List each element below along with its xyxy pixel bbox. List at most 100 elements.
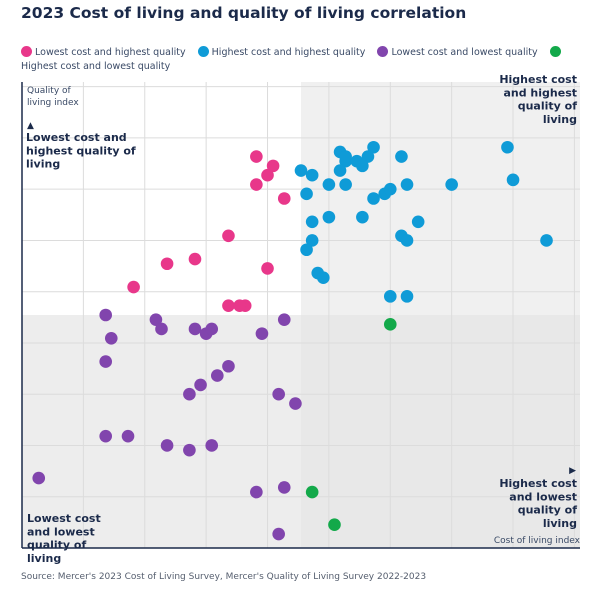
data-point-series-3 (289, 397, 302, 410)
up-arrow-icon: ▲ (27, 121, 34, 131)
data-point-series-0 (222, 299, 235, 312)
quadrant-top-left (22, 82, 301, 315)
data-point-series-1 (322, 210, 336, 224)
data-point-series-0 (261, 168, 274, 182)
data-point-series-0 (250, 150, 263, 163)
data-point-series-1 (339, 178, 352, 191)
quadrant-label-bottom-right: Highest cost and lowest quality of living (499, 477, 577, 530)
data-point-series-1 (383, 182, 397, 196)
x-axis-title: Cost of living index (494, 536, 581, 546)
data-point-series-0 (188, 252, 202, 266)
data-point-series-0 (222, 229, 235, 243)
data-point-series-3 (272, 527, 285, 541)
legend-item-lowest-cost-lowest-quality[interactable]: Lowest cost and lowest quality (377, 46, 549, 58)
data-point-series-3 (194, 378, 207, 392)
y-axis-title: Quality of living index (27, 86, 79, 108)
legend-swatch (549, 46, 561, 57)
data-point-series-1 (367, 140, 380, 154)
data-point-series-2 (383, 318, 397, 331)
data-point-series-2 (328, 518, 341, 531)
data-point-series-1 (333, 164, 347, 177)
data-point-series-3 (32, 471, 46, 485)
legend-label: Lowest cost and lowest quality (391, 47, 538, 58)
quadrant-labels: Quality of living index Cost of living ind… (26, 73, 581, 565)
data-point-series-3 (160, 439, 174, 452)
data-point-series-3 (188, 322, 202, 336)
data-point-series-0 (250, 178, 263, 191)
source-note: Source: Mercer's 2023 Cost of Living Sur… (21, 572, 427, 582)
data-point-series-3 (205, 322, 219, 336)
legend-item-lowest-cost-highest-quality[interactable]: Lowest cost and highest quality (21, 46, 198, 58)
data-point-series-1 (294, 164, 308, 177)
data-point-series-3 (255, 327, 269, 340)
data-point-series-1 (305, 215, 319, 229)
quadrant-top-right (301, 82, 580, 315)
legend-swatch (377, 46, 389, 57)
chart-legend: Lowest cost and highest quality Highest … (21, 46, 581, 74)
data-point-series-1 (411, 215, 425, 229)
quadrant-label-top-left: Lowest cost and highest quality of living (26, 131, 136, 171)
data-point-series-0 (127, 280, 140, 294)
data-point-series-1 (367, 192, 380, 205)
data-point-series-1 (305, 168, 319, 182)
data-point-series-2 (305, 485, 319, 499)
data-point-series-1 (395, 150, 408, 163)
legend-item-highest-cost-highest-quality[interactable]: Highest cost and highest quality (197, 46, 378, 58)
data-point-series-3 (183, 387, 196, 401)
data-point-series-1 (305, 234, 319, 247)
data-point-series-3 (99, 355, 112, 368)
quadrant-bottom-right (301, 315, 580, 548)
chart-title: 2023 Cost of living and quality of livin… (21, 4, 467, 22)
legend-label: Highest cost and highest quality (211, 47, 366, 58)
data-point-series-3 (272, 387, 285, 401)
data-point-series-1 (361, 150, 375, 163)
legend-swatch (197, 46, 209, 57)
data-point-series-3 (99, 308, 112, 322)
data-point-series-3 (183, 443, 196, 457)
legend-label: Lowest cost and highest quality (35, 47, 186, 58)
legend-swatch (21, 46, 32, 57)
quadrant-bottom-left (22, 315, 301, 548)
data-point-series-3 (205, 439, 219, 452)
right-arrow-icon: ▶ (569, 466, 576, 476)
data-point-series-3 (277, 313, 291, 326)
data-point-series-3 (149, 313, 163, 326)
data-point-series-1 (356, 210, 369, 224)
quadrant-label-bottom-left: Lowest cost and lowest quality of living (27, 512, 101, 565)
quadrant-label-top-right: Highest cost and highest quality of living (499, 73, 577, 126)
quadrant-backgrounds (22, 82, 580, 548)
data-point-series-3 (155, 322, 168, 336)
axes (21, 82, 580, 549)
data-point-series-1 (501, 140, 514, 154)
data-point-series-1 (339, 150, 352, 163)
data-points (32, 140, 553, 541)
data-point-series-3 (222, 359, 235, 373)
data-point-series-1 (356, 159, 369, 173)
data-point-series-3 (211, 369, 224, 382)
data-point-series-1 (400, 290, 414, 303)
data-point-series-3 (121, 429, 135, 443)
data-point-series-3 (99, 429, 112, 443)
data-point-series-1 (300, 187, 313, 201)
data-point-series-0 (277, 192, 291, 205)
legend-label: Highest cost and lowest quality (21, 61, 171, 72)
data-point-series-1 (445, 178, 458, 191)
data-point-series-0 (160, 257, 174, 271)
data-point-series-3 (250, 485, 263, 499)
data-point-series-1 (300, 243, 313, 257)
data-point-series-0 (261, 262, 274, 275)
data-point-series-1 (383, 290, 397, 303)
data-point-series-1 (540, 234, 553, 247)
data-point-series-1 (400, 234, 414, 247)
legend-item-highest-cost-lowest-quality[interactable]: Highest cost and lowest quality (21, 46, 564, 72)
data-point-series-0 (233, 299, 246, 312)
data-point-series-1 (317, 271, 330, 285)
data-point-series-1 (506, 173, 520, 187)
data-point-series-1 (400, 178, 414, 191)
data-point-series-3 (277, 481, 291, 494)
grid-lines (22, 82, 580, 548)
data-point-series-0 (266, 159, 280, 173)
data-point-series-1 (322, 178, 336, 191)
data-point-series-3 (104, 332, 118, 345)
